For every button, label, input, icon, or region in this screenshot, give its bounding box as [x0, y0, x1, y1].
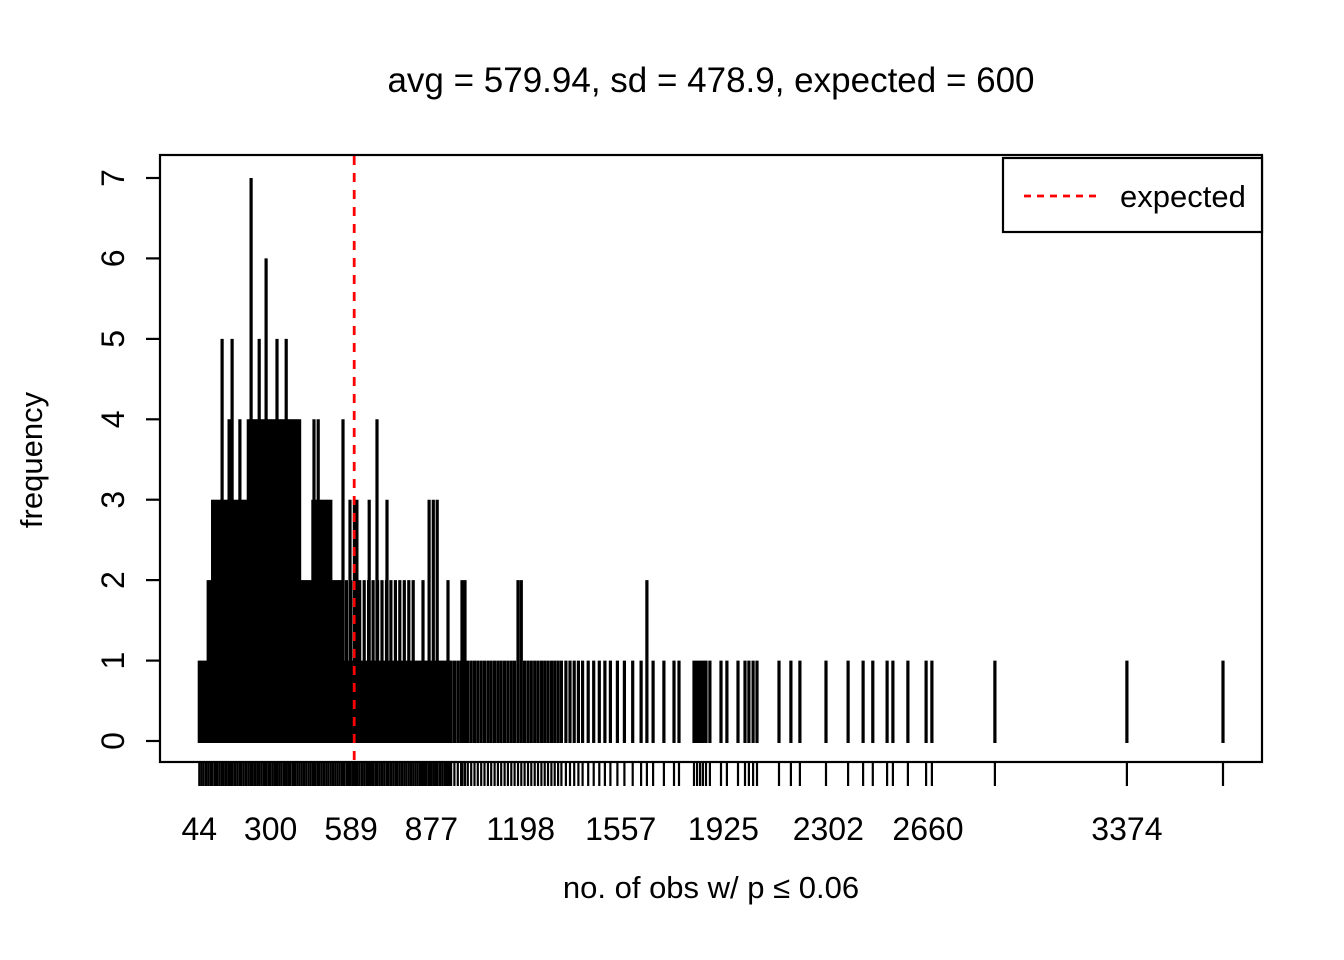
x-tick-label: 2660: [892, 811, 963, 847]
chart-title: avg = 579.94, sd = 478.9, expected = 600: [387, 61, 1034, 100]
y-tick-label: 6: [95, 250, 131, 268]
y-tick-label: 1: [95, 652, 131, 670]
y-tick-label: 2: [95, 571, 131, 589]
x-tick-label: 3374: [1091, 811, 1162, 847]
y-tick-label: 0: [95, 732, 131, 750]
x-axis-rug-ticks: [198, 763, 1225, 786]
y-tick-label: 7: [95, 169, 131, 187]
legend: expected: [1001, 156, 1264, 234]
y-tick-label: 3: [95, 491, 131, 509]
x-tick-label: 2302: [793, 811, 864, 847]
legend-box: [1001, 156, 1264, 234]
y-axis-ticks-and-labels: 0 1 2 3 4 5 6 7: [95, 169, 160, 750]
y-axis-title: frequency: [14, 391, 49, 528]
x-tick-label: 1925: [688, 811, 759, 847]
y-tick-label: 5: [95, 330, 131, 348]
x-tick-label: 44: [182, 811, 218, 847]
x-tick-label: 300: [244, 811, 297, 847]
legend-expected-label: expected: [1120, 179, 1246, 214]
spike-series: [197, 178, 1225, 743]
x-axis-tick-labels: 44 300 589 877 1198 1557 1925 2302 2660 3374: [182, 811, 1163, 847]
x-axis-title: no. of obs w/ p ≤ 0.06: [563, 870, 859, 905]
x-tick-label: 1557: [585, 811, 656, 847]
x-tick-label: 589: [324, 811, 377, 847]
x-tick-label: 1198: [486, 811, 555, 847]
y-tick-label: 4: [95, 410, 131, 428]
plot-box: [158, 153, 1264, 764]
x-tick-label: 877: [405, 811, 458, 847]
